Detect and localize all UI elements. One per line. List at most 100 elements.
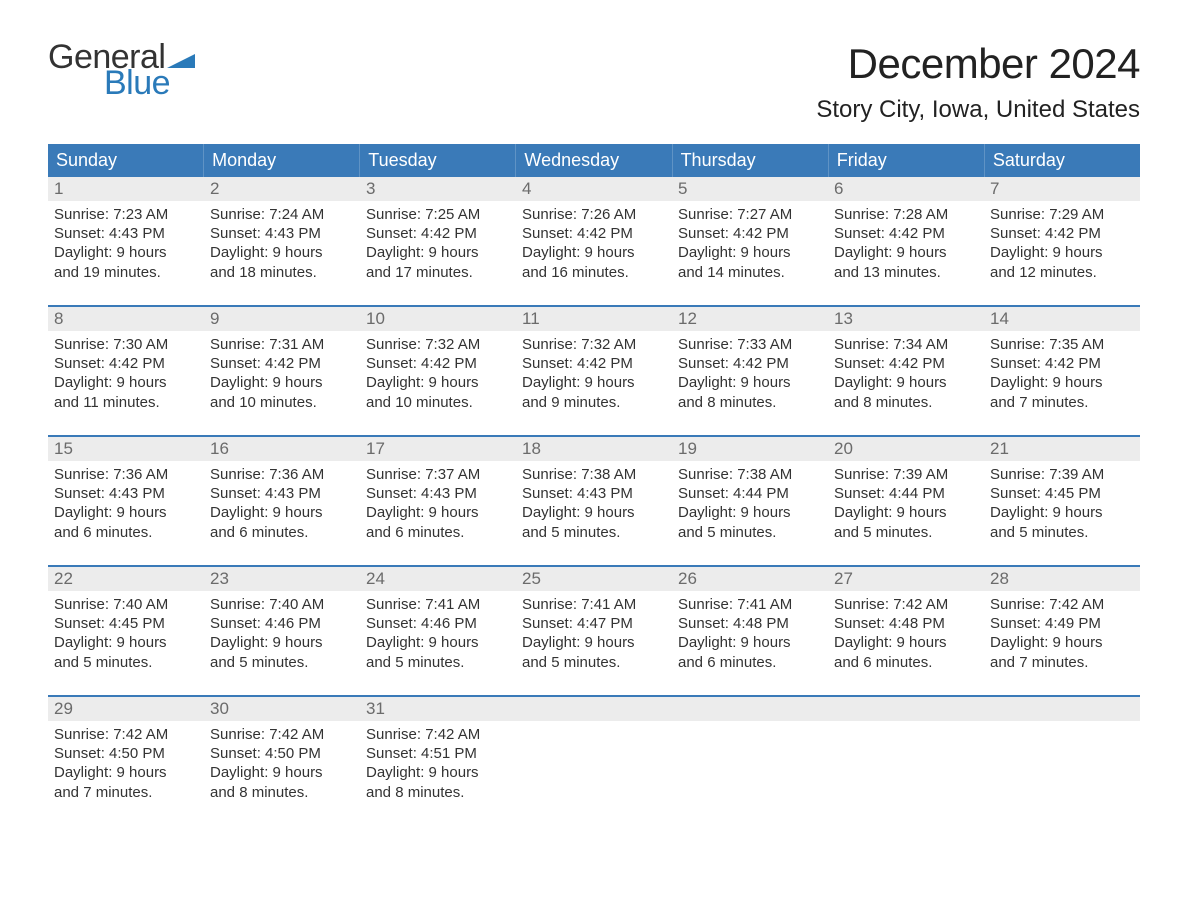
daylight-text: and 6 minutes. <box>678 653 822 672</box>
day-number: 26 <box>672 567 828 591</box>
day-body: Sunrise: 7:33 AMSunset: 4:42 PMDaylight:… <box>672 331 828 414</box>
daylight-text: Daylight: 9 hours <box>366 503 510 522</box>
sunset-text: Sunset: 4:46 PM <box>366 614 510 633</box>
sunrise-text: Sunrise: 7:41 AM <box>522 595 666 614</box>
day-number <box>828 697 984 721</box>
day-cell: 28Sunrise: 7:42 AMSunset: 4:49 PMDayligh… <box>984 567 1140 677</box>
daylight-text: Daylight: 9 hours <box>522 243 666 262</box>
day-cell: 19Sunrise: 7:38 AMSunset: 4:44 PMDayligh… <box>672 437 828 547</box>
daylight-text: Daylight: 9 hours <box>522 633 666 652</box>
daylight-text: and 8 minutes. <box>834 393 978 412</box>
day-number <box>516 697 672 721</box>
day-cell <box>828 697 984 807</box>
day-cell: 21Sunrise: 7:39 AMSunset: 4:45 PMDayligh… <box>984 437 1140 547</box>
sunrise-text: Sunrise: 7:36 AM <box>210 465 354 484</box>
day-body: Sunrise: 7:41 AMSunset: 4:47 PMDaylight:… <box>516 591 672 674</box>
day-number: 15 <box>48 437 204 461</box>
day-number: 22 <box>48 567 204 591</box>
day-body: Sunrise: 7:39 AMSunset: 4:45 PMDaylight:… <box>984 461 1140 544</box>
daylight-text: Daylight: 9 hours <box>210 243 354 262</box>
daylight-text: Daylight: 9 hours <box>834 503 978 522</box>
day-cell: 25Sunrise: 7:41 AMSunset: 4:47 PMDayligh… <box>516 567 672 677</box>
daylight-text: and 5 minutes. <box>678 523 822 542</box>
day-number: 28 <box>984 567 1140 591</box>
day-number: 23 <box>204 567 360 591</box>
sunset-text: Sunset: 4:44 PM <box>678 484 822 503</box>
day-number: 25 <box>516 567 672 591</box>
day-number: 4 <box>516 177 672 201</box>
day-number: 11 <box>516 307 672 331</box>
day-cell: 15Sunrise: 7:36 AMSunset: 4:43 PMDayligh… <box>48 437 204 547</box>
daylight-text: and 5 minutes. <box>366 653 510 672</box>
sunset-text: Sunset: 4:42 PM <box>54 354 198 373</box>
daylight-text: and 6 minutes. <box>210 523 354 542</box>
day-body: Sunrise: 7:42 AMSunset: 4:51 PMDaylight:… <box>360 721 516 804</box>
weekday-label: Saturday <box>985 144 1140 177</box>
day-body: Sunrise: 7:25 AMSunset: 4:42 PMDaylight:… <box>360 201 516 284</box>
day-body: Sunrise: 7:42 AMSunset: 4:50 PMDaylight:… <box>204 721 360 804</box>
day-body: Sunrise: 7:32 AMSunset: 4:42 PMDaylight:… <box>360 331 516 414</box>
sunrise-text: Sunrise: 7:30 AM <box>54 335 198 354</box>
daylight-text: and 5 minutes. <box>522 653 666 672</box>
day-number: 10 <box>360 307 516 331</box>
day-number: 3 <box>360 177 516 201</box>
day-body: Sunrise: 7:41 AMSunset: 4:46 PMDaylight:… <box>360 591 516 674</box>
daylight-text: Daylight: 9 hours <box>366 373 510 392</box>
brand-logo: General Blue <box>48 40 195 100</box>
daylight-text: Daylight: 9 hours <box>522 373 666 392</box>
sunrise-text: Sunrise: 7:26 AM <box>522 205 666 224</box>
day-number: 21 <box>984 437 1140 461</box>
sunrise-text: Sunrise: 7:33 AM <box>678 335 822 354</box>
daylight-text: and 8 minutes. <box>210 783 354 802</box>
day-number: 13 <box>828 307 984 331</box>
sunrise-text: Sunrise: 7:42 AM <box>54 725 198 744</box>
day-cell: 11Sunrise: 7:32 AMSunset: 4:42 PMDayligh… <box>516 307 672 417</box>
sunset-text: Sunset: 4:43 PM <box>54 224 198 243</box>
sunset-text: Sunset: 4:42 PM <box>990 224 1134 243</box>
daylight-text: Daylight: 9 hours <box>834 243 978 262</box>
sunrise-text: Sunrise: 7:23 AM <box>54 205 198 224</box>
daylight-text: Daylight: 9 hours <box>210 633 354 652</box>
weekday-label: Sunday <box>48 144 204 177</box>
sunset-text: Sunset: 4:42 PM <box>366 354 510 373</box>
sunrise-text: Sunrise: 7:41 AM <box>366 595 510 614</box>
daylight-text: and 9 minutes. <box>522 393 666 412</box>
daylight-text: Daylight: 9 hours <box>678 633 822 652</box>
day-number: 12 <box>672 307 828 331</box>
day-cell: 18Sunrise: 7:38 AMSunset: 4:43 PMDayligh… <box>516 437 672 547</box>
sunrise-text: Sunrise: 7:35 AM <box>990 335 1134 354</box>
day-number: 20 <box>828 437 984 461</box>
day-cell <box>984 697 1140 807</box>
day-number: 24 <box>360 567 516 591</box>
daylight-text: and 7 minutes. <box>990 393 1134 412</box>
day-cell: 24Sunrise: 7:41 AMSunset: 4:46 PMDayligh… <box>360 567 516 677</box>
location: Story City, Iowa, United States <box>816 96 1140 124</box>
sunset-text: Sunset: 4:42 PM <box>990 354 1134 373</box>
daylight-text: Daylight: 9 hours <box>678 503 822 522</box>
daylight-text: Daylight: 9 hours <box>990 503 1134 522</box>
sunrise-text: Sunrise: 7:38 AM <box>522 465 666 484</box>
day-cell: 26Sunrise: 7:41 AMSunset: 4:48 PMDayligh… <box>672 567 828 677</box>
day-body: Sunrise: 7:41 AMSunset: 4:48 PMDaylight:… <box>672 591 828 674</box>
day-number: 7 <box>984 177 1140 201</box>
sunset-text: Sunset: 4:43 PM <box>54 484 198 503</box>
day-body: Sunrise: 7:32 AMSunset: 4:42 PMDaylight:… <box>516 331 672 414</box>
daylight-text: Daylight: 9 hours <box>54 503 198 522</box>
day-body: Sunrise: 7:40 AMSunset: 4:46 PMDaylight:… <box>204 591 360 674</box>
weekday-label: Wednesday <box>516 144 672 177</box>
daylight-text: and 8 minutes. <box>678 393 822 412</box>
daylight-text: and 10 minutes. <box>210 393 354 412</box>
day-cell <box>516 697 672 807</box>
sunrise-text: Sunrise: 7:28 AM <box>834 205 978 224</box>
daylight-text: and 17 minutes. <box>366 263 510 282</box>
daylight-text: Daylight: 9 hours <box>210 503 354 522</box>
day-body: Sunrise: 7:26 AMSunset: 4:42 PMDaylight:… <box>516 201 672 284</box>
daylight-text: Daylight: 9 hours <box>990 243 1134 262</box>
day-cell: 30Sunrise: 7:42 AMSunset: 4:50 PMDayligh… <box>204 697 360 807</box>
day-body: Sunrise: 7:24 AMSunset: 4:43 PMDaylight:… <box>204 201 360 284</box>
day-body: Sunrise: 7:28 AMSunset: 4:42 PMDaylight:… <box>828 201 984 284</box>
week-row: 8Sunrise: 7:30 AMSunset: 4:42 PMDaylight… <box>48 305 1140 417</box>
day-body: Sunrise: 7:39 AMSunset: 4:44 PMDaylight:… <box>828 461 984 544</box>
daylight-text: Daylight: 9 hours <box>678 373 822 392</box>
day-cell: 4Sunrise: 7:26 AMSunset: 4:42 PMDaylight… <box>516 177 672 287</box>
